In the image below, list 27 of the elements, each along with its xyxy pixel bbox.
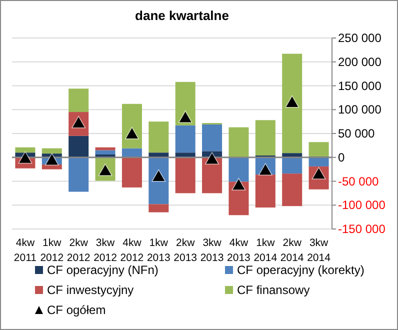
y-tick-label: 0 [338, 150, 345, 164]
y-tick-label: -50 000 [338, 174, 380, 188]
legend-label: CF operacyjny (NFn) [47, 263, 158, 277]
y-tick-label: -100 000 [338, 198, 386, 212]
y-tick-label: 50 000 [338, 126, 376, 140]
x-tick-label: 3kw 2012 [94, 237, 118, 264]
x-tick-label: 2kw 2014 [280, 237, 304, 264]
x-tick-label: 3kw 2013 [200, 237, 224, 264]
y-tick-label: -150 000 [338, 222, 386, 236]
y-tick-label: 250 000 [338, 31, 382, 45]
legend-label: CF ogółem [47, 303, 106, 317]
x-tick-label: 1kw 2014 [254, 237, 278, 264]
legend-label: CF inwestycyjny [47, 283, 134, 297]
x-tick-label: 2kw 2013 [174, 237, 198, 264]
y-tick-label: 100 000 [338, 102, 382, 117]
x-tick-label: 4kw 2012 [120, 237, 144, 264]
legend-label: CF operacyjny (korekty) [237, 263, 364, 277]
x-tick-label: 4kw 2013 [227, 237, 251, 264]
legend-label: CF finansowy [237, 283, 310, 297]
x-tick-label: 2kw 2012 [66, 237, 90, 264]
chart-title: dane kwartalne [135, 8, 229, 23]
y-tick-label: 150 000 [338, 78, 382, 93]
x-tick-label: 1kw 2013 [146, 237, 170, 264]
x-tick-label: 1kw 2012 [40, 237, 64, 264]
x-tick-label: 3kw 2014 [307, 237, 331, 264]
y-tick-label: 200 000 [338, 54, 382, 69]
x-tick-label: 4kw 2011 [14, 237, 37, 264]
